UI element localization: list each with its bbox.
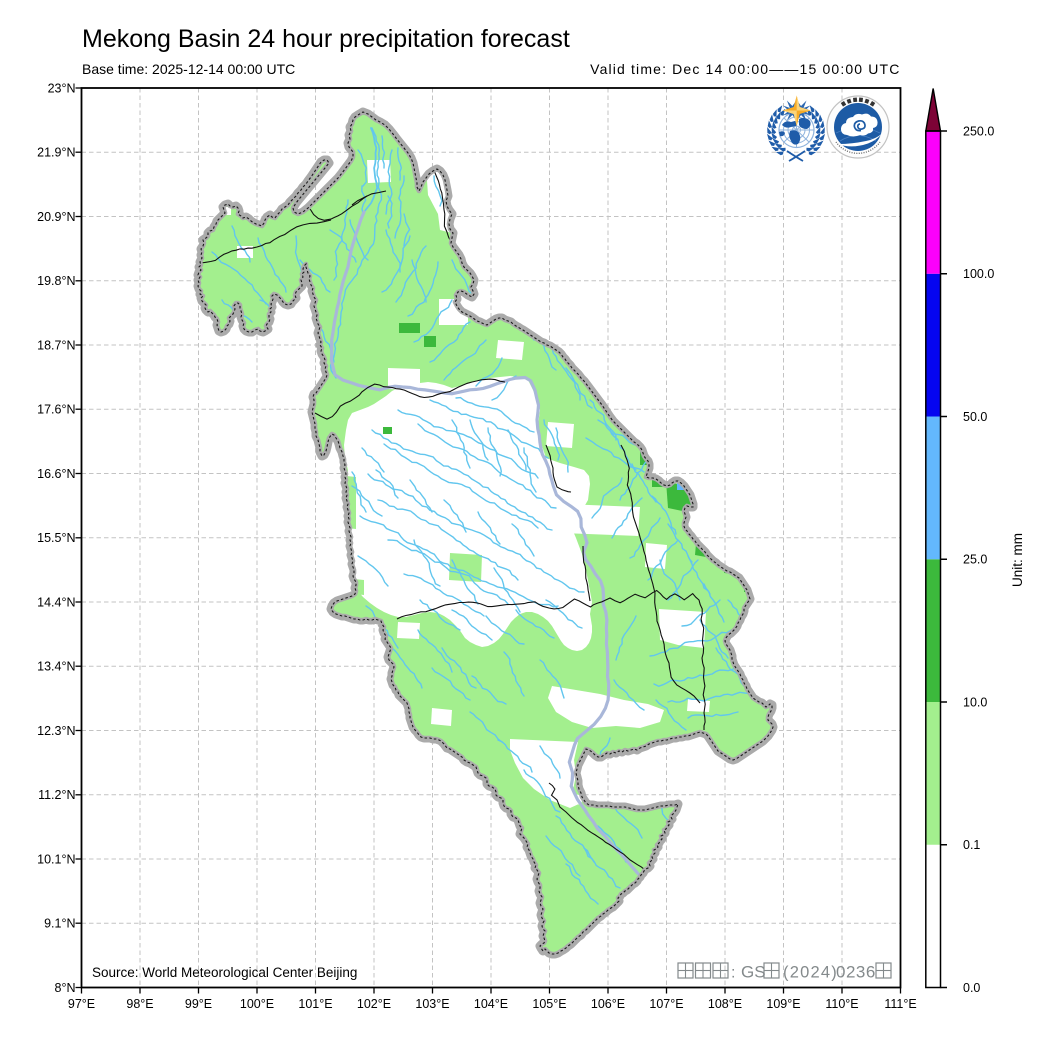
svg-text:Mekong Basin 24 hour precipita: Mekong Basin 24 hour precipitation forec…: [82, 25, 570, 53]
svg-text:110°E: 110°E: [825, 997, 858, 1011]
svg-text:12.3°N: 12.3°N: [37, 724, 75, 738]
svg-text:109°E: 109°E: [766, 997, 800, 1011]
svg-text:101°E: 101°E: [298, 997, 332, 1011]
svg-text:50.0: 50.0: [963, 410, 987, 424]
svg-text:25.0: 25.0: [963, 553, 987, 567]
svg-text:14.4°N: 14.4°N: [37, 595, 75, 609]
svg-text:108°E: 108°E: [708, 997, 742, 1011]
svg-text:19.8°N: 19.8°N: [37, 274, 75, 288]
svg-text:15.5°N: 15.5°N: [37, 531, 75, 545]
svg-text:Valid time: Dec 14 00:00——15 0: Valid time: Dec 14 00:00——15 00:00 UTC: [590, 61, 900, 77]
svg-text::: :: [731, 965, 735, 982]
svg-text:102°E: 102°E: [357, 997, 391, 1011]
svg-text:0.1: 0.1: [963, 838, 980, 852]
svg-text:103°E: 103°E: [415, 997, 449, 1011]
svg-text:Source: World Meteorological C: Source: World Meteorological Center Beij…: [92, 965, 357, 980]
svg-text:23°N: 23°N: [48, 81, 76, 95]
svg-text:98°E: 98°E: [126, 997, 153, 1011]
svg-text:250.0: 250.0: [963, 124, 994, 138]
svg-text:Unit: mm: Unit: mm: [1010, 533, 1025, 587]
svg-text:106°E: 106°E: [591, 997, 625, 1011]
svg-text:11.2°N: 11.2°N: [38, 788, 75, 802]
svg-text:18.7°N: 18.7°N: [37, 338, 75, 352]
svg-text:13.4°N: 13.4°N: [37, 660, 75, 674]
svg-text:9.1°N: 9.1°N: [44, 917, 75, 931]
svg-text:8°N: 8°N: [55, 981, 76, 995]
svg-text:21.9°N: 21.9°N: [37, 146, 75, 160]
svg-text:(2024): (2024): [783, 964, 838, 982]
svg-text:100.0: 100.0: [963, 267, 994, 281]
svg-text:104°E: 104°E: [474, 997, 508, 1011]
svg-text:17.6°N: 17.6°N: [37, 403, 75, 417]
svg-text:20.9°N: 20.9°N: [37, 210, 75, 224]
svg-text:0.0: 0.0: [963, 981, 980, 995]
svg-text:16.6°N: 16.6°N: [37, 467, 75, 481]
svg-text:107°E: 107°E: [649, 997, 683, 1011]
svg-text:99°E: 99°E: [185, 997, 212, 1011]
svg-text:0236: 0236: [836, 963, 876, 982]
svg-text:Base time: 2025-12-14 00:00 UT: Base time: 2025-12-14 00:00 UTC: [82, 61, 295, 77]
svg-text:105°E: 105°E: [532, 997, 566, 1011]
svg-text:97°E: 97°E: [68, 997, 95, 1011]
svg-text:GS: GS: [741, 963, 766, 982]
svg-text:111°E: 111°E: [884, 997, 916, 1011]
svg-text:100°E: 100°E: [240, 997, 274, 1011]
svg-text:10.1°N: 10.1°N: [37, 852, 75, 866]
svg-text:10.0: 10.0: [963, 695, 987, 709]
